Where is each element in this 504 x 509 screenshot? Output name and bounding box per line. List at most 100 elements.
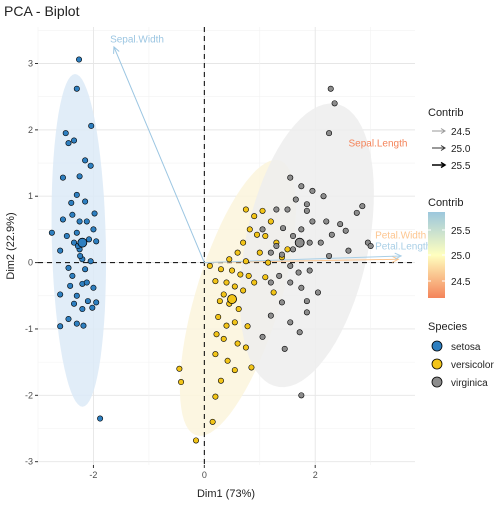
data-point — [84, 298, 91, 305]
data-point — [217, 377, 224, 384]
data-point — [212, 278, 219, 285]
centroid-point — [227, 294, 237, 304]
data-point — [267, 249, 274, 256]
chart-title: PCA - Biplot — [4, 3, 80, 19]
data-point — [309, 218, 316, 225]
data-point — [303, 207, 310, 214]
legend-contrib-label: 25.5 — [451, 161, 471, 172]
data-point — [246, 226, 253, 233]
data-point — [229, 267, 236, 274]
data-point — [248, 364, 255, 371]
data-point — [337, 221, 344, 228]
data-point — [73, 191, 80, 198]
data-point — [303, 298, 310, 305]
data-point — [48, 229, 55, 236]
data-point — [220, 291, 227, 298]
data-point — [298, 392, 305, 399]
data-point — [353, 209, 360, 216]
data-point — [231, 367, 238, 374]
legend-species-label: setosa — [451, 342, 481, 353]
y-tick-label: -2 — [25, 390, 33, 400]
data-point — [69, 211, 76, 218]
data-point — [359, 203, 366, 210]
data-point — [262, 274, 269, 281]
data-point — [267, 312, 274, 319]
data-point — [90, 226, 97, 233]
y-tick-label: -1 — [25, 324, 33, 334]
data-point — [328, 231, 335, 238]
contrib-colorbar — [428, 212, 445, 298]
legend-contrib-label: 24.5 — [451, 127, 471, 138]
variable-arrowhead — [113, 45, 120, 54]
data-point — [245, 272, 252, 279]
variable-arrowhead — [394, 252, 403, 260]
data-point — [290, 246, 297, 253]
data-point — [69, 272, 76, 279]
data-point — [226, 256, 233, 263]
variable-label: Sepal.Length — [348, 138, 407, 149]
data-point — [63, 233, 70, 240]
variable-arrow — [113, 46, 205, 263]
data-point — [242, 258, 249, 265]
variable-arrow — [204, 255, 402, 264]
data-point — [317, 239, 324, 246]
colorbar-tick-label: 25.5 — [451, 226, 471, 237]
data-point — [57, 291, 64, 298]
data-point — [298, 226, 305, 233]
data-point — [59, 174, 66, 181]
data-point — [57, 323, 64, 330]
data-point — [83, 279, 90, 286]
data-point — [83, 218, 90, 225]
data-point — [213, 331, 220, 338]
variable-label: Sepal.Width — [110, 34, 164, 45]
legend-contrib-entry-1: 24.5 — [432, 127, 471, 138]
data-point — [88, 122, 95, 129]
data-point — [209, 418, 216, 425]
data-point — [212, 351, 219, 358]
data-point — [298, 284, 305, 291]
legend-contrib-title: Contrib — [428, 107, 463, 119]
legend-species-virginica: virginica — [431, 376, 488, 389]
data-point — [93, 299, 100, 306]
y-tick-label: 1 — [28, 191, 33, 201]
legend-contrib-scale-title: Contrib — [428, 197, 463, 209]
axes: -2 0 2 -3 -2 -1 0 1 2 3 — [25, 59, 318, 481]
data-point — [327, 85, 334, 92]
data-point — [278, 299, 285, 306]
variable-label: Petal.Width — [375, 231, 426, 242]
data-point — [256, 249, 263, 256]
data-point — [91, 210, 98, 217]
legend-contrib-entry-3: 25.5 — [432, 161, 471, 172]
data-point — [193, 437, 200, 444]
data-point — [65, 264, 72, 271]
data-point — [342, 227, 349, 234]
data-point — [314, 289, 321, 296]
data-point — [298, 183, 305, 190]
legend-contrib-entry-2: 25.0 — [432, 144, 471, 155]
data-point — [367, 243, 374, 250]
data-point — [87, 258, 94, 265]
data-point — [273, 206, 280, 213]
data-point — [267, 279, 274, 286]
data-point — [295, 269, 302, 276]
data-point — [68, 199, 75, 206]
colorbar-tick-label: 24.5 — [451, 277, 471, 288]
data-point — [240, 239, 247, 246]
variable-arrows: Sepal.Length Sepal.Width Petal.WidthPetal.… — [110, 34, 431, 264]
data-point — [178, 379, 185, 386]
reference-lines — [38, 27, 415, 465]
data-point — [215, 314, 222, 321]
data-point — [82, 198, 89, 205]
data-point — [223, 279, 230, 286]
data-point — [90, 284, 97, 291]
data-point — [259, 207, 266, 214]
data-point — [59, 216, 66, 223]
data-point — [303, 309, 310, 316]
data-point — [281, 345, 288, 352]
data-point — [57, 247, 64, 254]
data-point — [290, 233, 297, 240]
data-point — [345, 247, 352, 254]
data-point — [237, 271, 244, 278]
data-point — [306, 239, 313, 246]
